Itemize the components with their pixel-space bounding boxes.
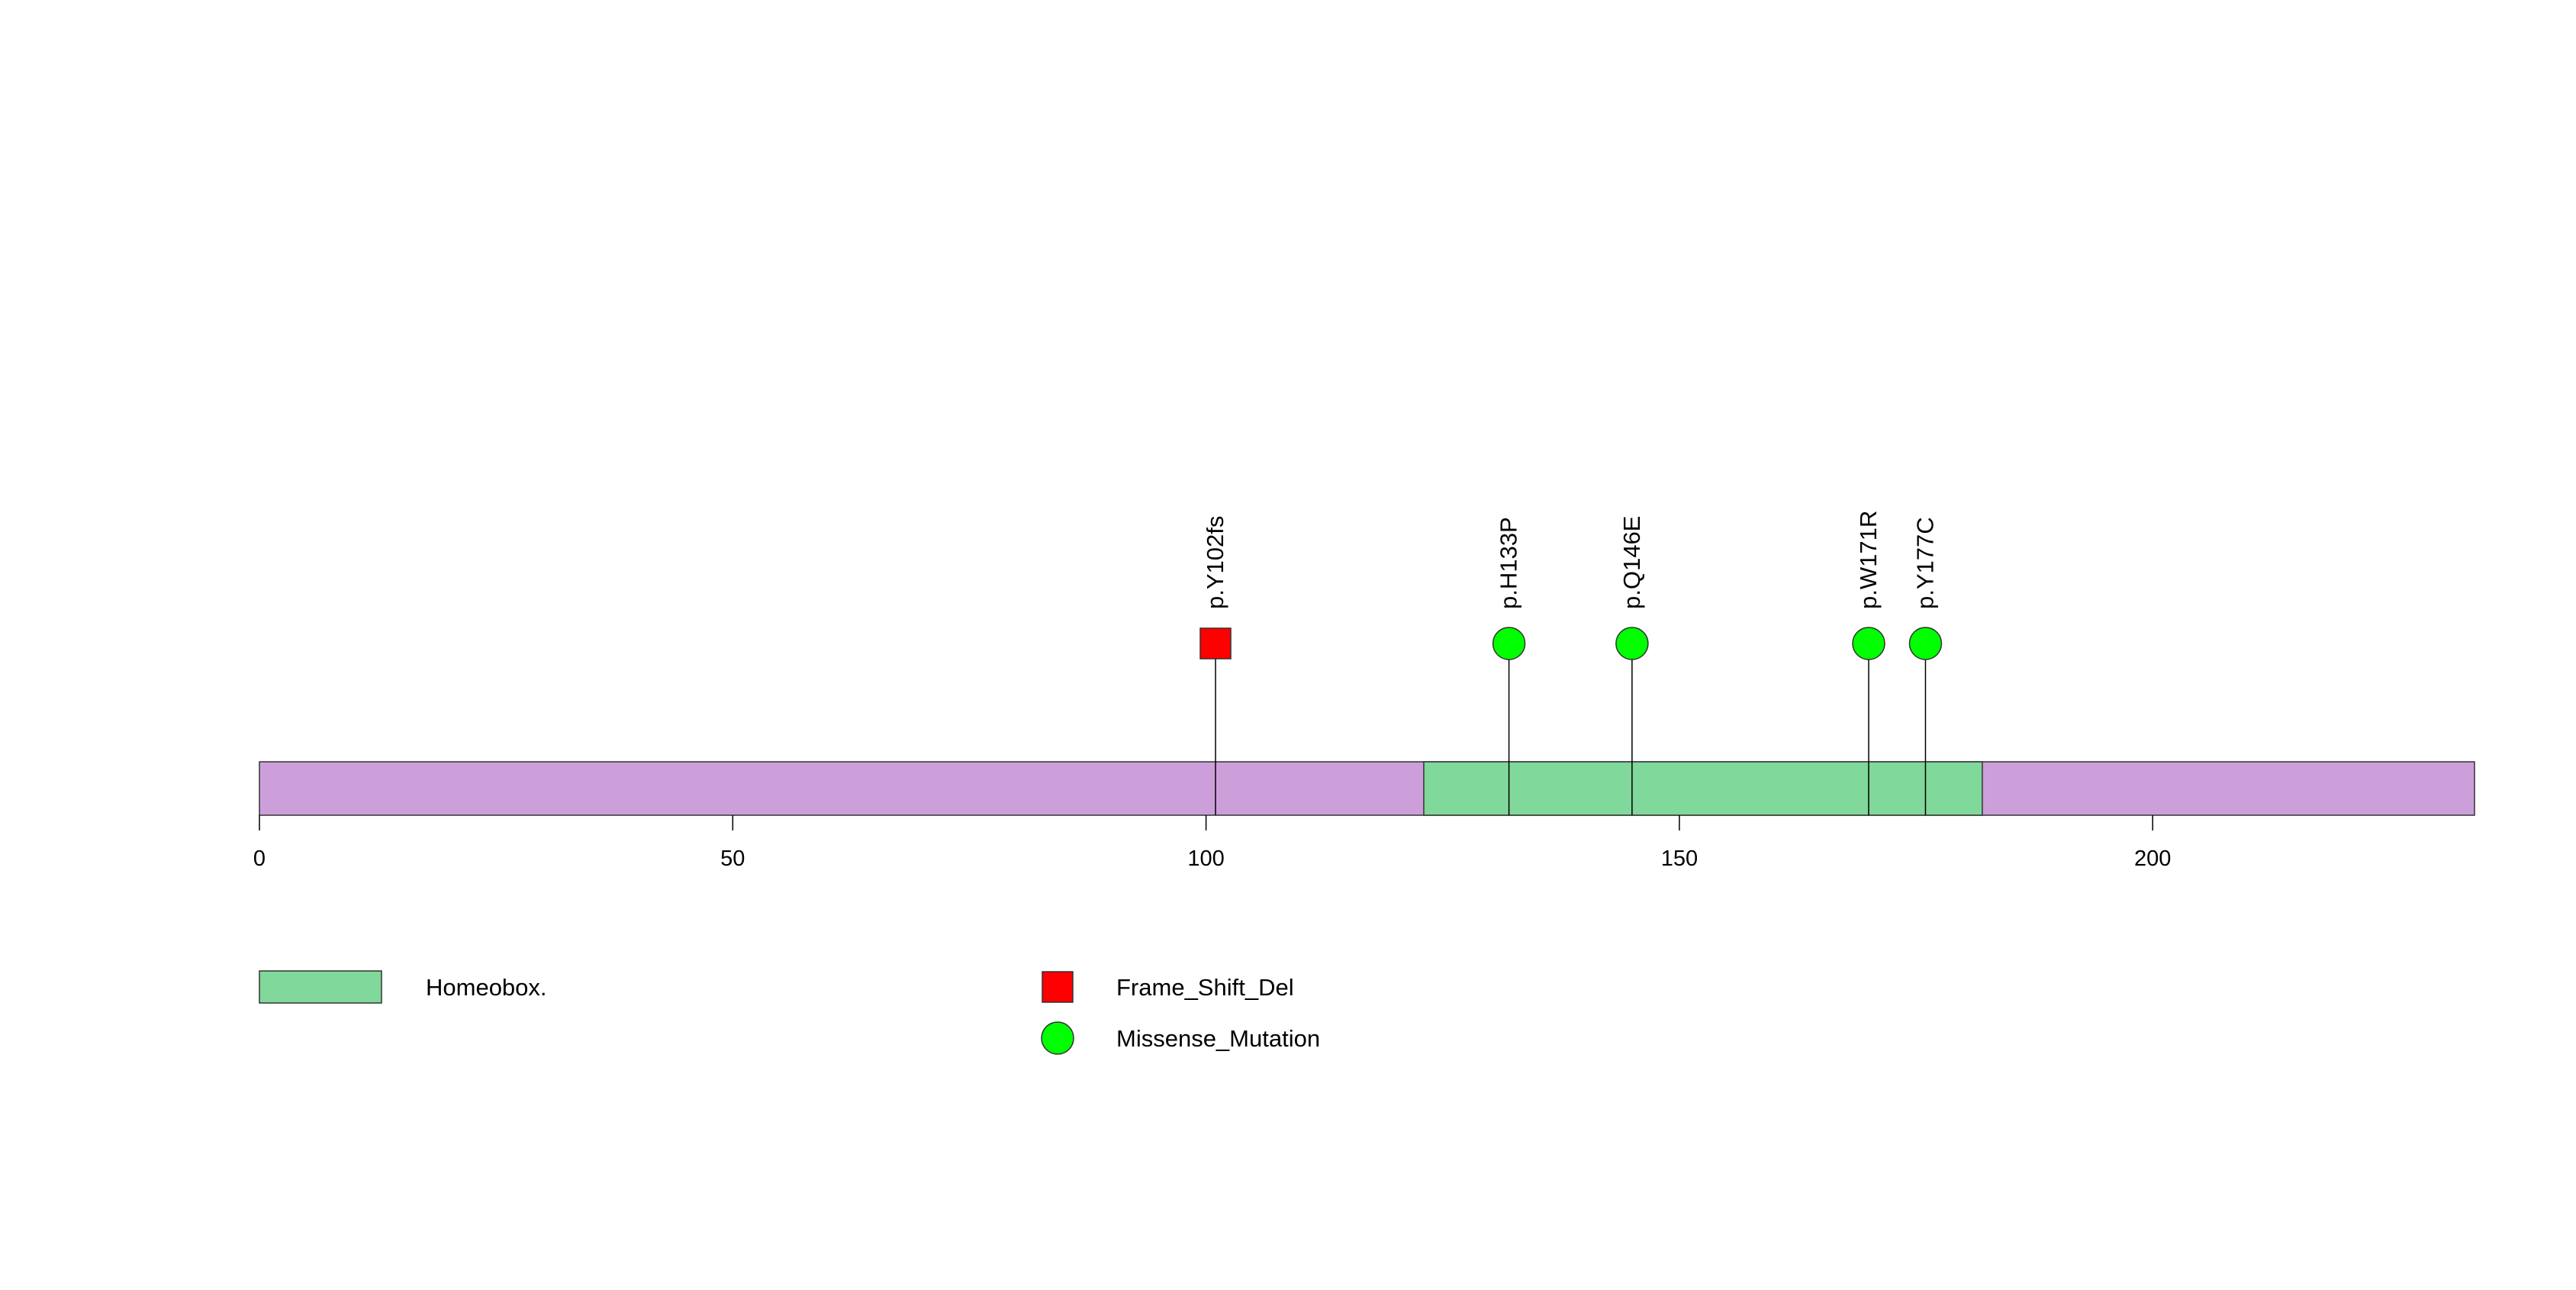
legend-missense-symbol bbox=[1041, 1021, 1074, 1055]
x-tick-label: 0 bbox=[253, 847, 266, 871]
legend: Homeobox. Frame_Shift_Del Missense_Mutatio… bbox=[259, 970, 1320, 1055]
protein-domains bbox=[1423, 761, 1983, 816]
mutation-label: p.H133P bbox=[1496, 517, 1522, 609]
legend-domain-swatch bbox=[259, 970, 382, 1004]
x-tick-label: 200 bbox=[2134, 847, 2171, 871]
legend-mutation-type-label: Frame_Shift_Del bbox=[1116, 974, 1294, 1001]
domain-homeobox bbox=[1423, 761, 1983, 816]
missense-marker bbox=[1615, 627, 1649, 660]
legend-domain-label: Homeobox. bbox=[426, 974, 547, 1001]
mutation-label: p.Q146E bbox=[1618, 516, 1645, 609]
mutation-stems-over-protein bbox=[1215, 643, 1927, 815]
x-tick-label: 100 bbox=[1187, 847, 1224, 871]
x-axis: 0 50 100 150 200 bbox=[253, 815, 2171, 871]
legend-mutation-type-label: Missense_Mutation bbox=[1116, 1025, 1320, 1052]
x-tick-label: 150 bbox=[1661, 847, 1698, 871]
missense-marker bbox=[1852, 627, 1885, 660]
x-tick-label: 50 bbox=[720, 847, 745, 871]
mutation-label: p.Y102fs bbox=[1202, 516, 1228, 609]
mutation-label: p.W171R bbox=[1855, 511, 1882, 609]
mutation-labels: p.Y102fs p.H133P p.Q146E p.W171R p.Y177C bbox=[1202, 511, 1938, 609]
protein-backbone bbox=[259, 761, 2475, 816]
frame-shift-marker bbox=[1199, 627, 1232, 660]
mutation-markers bbox=[1199, 627, 1943, 660]
mutation-label: p.Y177C bbox=[1911, 517, 1938, 609]
missense-marker bbox=[1492, 627, 1526, 660]
missense-marker bbox=[1908, 627, 1943, 660]
legend-frame-shift-symbol bbox=[1042, 971, 1074, 1003]
